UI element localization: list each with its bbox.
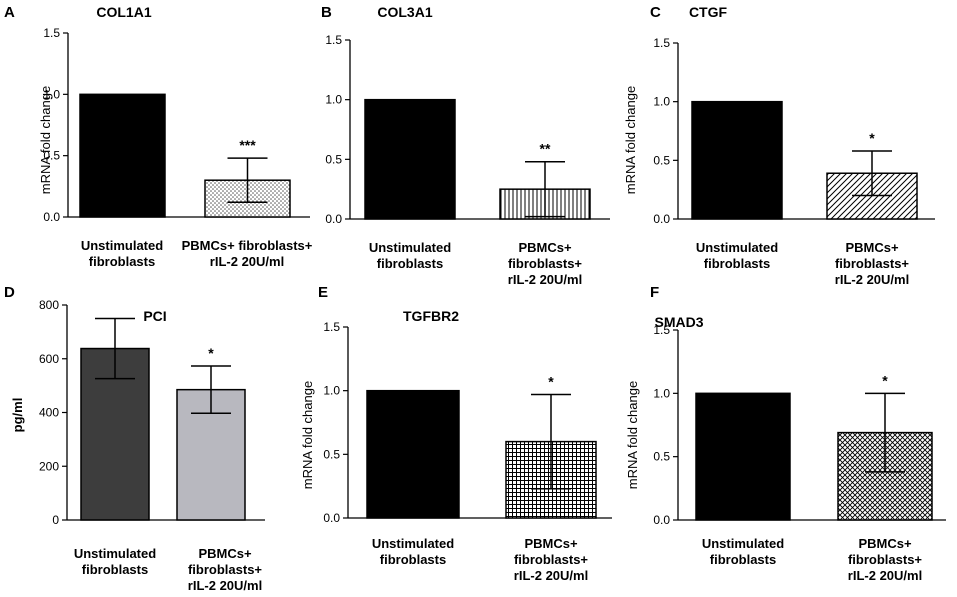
category-label: PBMCs+ fibroblasts+: [182, 238, 313, 253]
bar-1: [695, 392, 791, 521]
chart-panel-c: C CTGF mRNA fold change 0.0 0.5 1.0 1.5 Unstimu…: [623, 4, 935, 287]
category-label: fibroblasts+: [188, 562, 262, 577]
bar-1: [691, 100, 783, 220]
panel-letter: E: [318, 284, 328, 301]
category-label: rIL-2 20U/ml: [210, 254, 284, 269]
category-label: fibroblasts: [82, 562, 148, 577]
category-label: fibroblasts: [377, 256, 443, 271]
significance-marker: **: [540, 141, 551, 157]
y-tick-label: 1.0: [325, 93, 342, 107]
category-label: PBMCs+: [198, 546, 252, 561]
bar-1: [79, 93, 166, 218]
y-tick-label: 0.5: [653, 450, 670, 464]
panel-letter: D: [4, 284, 15, 301]
y-tick-label: 0.5: [653, 153, 670, 167]
y-axis-title: mRNA fold change: [300, 381, 315, 489]
panel-title: PCI: [143, 308, 166, 324]
category-label: Unstimulated: [81, 238, 163, 253]
significance-marker: *: [869, 130, 875, 146]
category-label: rIL-2 20U/ml: [848, 568, 922, 583]
category-label: rIL-2 20U/ml: [508, 272, 582, 287]
category-label: Unstimulated: [372, 536, 454, 551]
y-tick-label: 1.0: [653, 95, 670, 109]
significance-marker: *: [882, 372, 888, 388]
chart-panel-e: E TGFBR2 mRNA fold change 0.0 0.5 1.0 1.5 Unsti…: [300, 284, 612, 583]
chart-panel-f: F SMAD3 mRNA fold change 0.0 0.5 1.0 1.5 Unstim…: [625, 284, 946, 583]
y-tick-label: 1.0: [43, 87, 60, 101]
category-label: PBMCs+: [845, 240, 899, 255]
y-tick-label: 400: [39, 406, 59, 420]
panel-letter: A: [4, 4, 15, 21]
y-tick-label: 0.0: [323, 511, 340, 525]
y-axis-title: mRNA fold change: [38, 86, 53, 194]
y-tick-label: 1.5: [323, 320, 340, 334]
significance-marker: *: [548, 373, 554, 389]
y-tick-label: 0.0: [653, 212, 670, 226]
y-tick-label: 1.0: [323, 384, 340, 398]
y-tick-label: 0.0: [325, 212, 342, 226]
y-axis-title: pg/ml: [10, 398, 25, 433]
y-tick-label: 1.5: [653, 323, 670, 337]
panel-title: SMAD3: [654, 314, 703, 330]
bar-1: [366, 389, 460, 519]
panel-letter: C: [650, 4, 661, 21]
y-tick-label: 800: [39, 298, 59, 312]
panel-letter: B: [321, 4, 332, 21]
y-tick-label: 0.5: [323, 447, 340, 461]
category-label: fibroblasts: [89, 254, 155, 269]
panel-letter: F: [650, 284, 659, 301]
category-label: PBMCs+: [524, 536, 578, 551]
y-tick-label: 1.5: [325, 33, 342, 47]
significance-marker: ***: [239, 137, 256, 153]
category-label: PBMCs+: [518, 240, 572, 255]
category-label: fibroblasts+: [835, 256, 909, 271]
chart-panel-a: A COL1A1 mRNA fold change 0.0 0.5 1.0 1.5 Unsti…: [4, 4, 313, 269]
category-label: fibroblasts: [710, 552, 776, 567]
y-axis-title: mRNA fold change: [625, 381, 640, 489]
category-label: rIL-2 20U/ml: [188, 578, 262, 593]
category-label: rIL-2 20U/ml: [835, 272, 909, 287]
category-label: fibroblasts+: [514, 552, 588, 567]
panel-title: COL1A1: [96, 4, 151, 20]
panel-title: COL3A1: [377, 4, 432, 20]
significance-marker: *: [208, 345, 214, 361]
category-label: fibroblasts: [380, 552, 446, 567]
y-tick-label: 1.0: [653, 386, 670, 400]
y-tick-label: 0.0: [43, 210, 60, 224]
y-tick-label: 0.5: [43, 149, 60, 163]
chart-panel-b: B COL3A10.00.51.01.5Unstimulatedfibroblas…: [321, 4, 610, 287]
category-label: Unstimulated: [702, 536, 784, 551]
y-tick-label: 200: [39, 459, 59, 473]
y-tick-label: 0.0: [653, 513, 670, 527]
panel-title: TGFBR2: [403, 308, 459, 324]
chart-panel-d: DPCIpg/ml0200400600800Unstimulatedfibrob…: [4, 284, 265, 593]
category-label: fibroblasts+: [508, 256, 582, 271]
category-label: fibroblasts: [704, 256, 770, 271]
panel-title: CTGF: [689, 4, 728, 20]
y-axis-title: mRNA fold change: [623, 86, 638, 194]
y-tick-label: 1.5: [653, 36, 670, 50]
y-tick-label: 1.5: [43, 26, 60, 40]
category-label: PBMCs+: [858, 536, 912, 551]
category-label: rIL-2 20U/ml: [514, 568, 588, 583]
category-label: Unstimulated: [369, 240, 451, 255]
y-tick-label: 0.5: [325, 152, 342, 166]
y-tick-label: 600: [39, 352, 59, 366]
y-tick-label: 0: [52, 513, 59, 527]
bar-1: [364, 98, 456, 220]
category-label: fibroblasts+: [848, 552, 922, 567]
category-label: Unstimulated: [696, 240, 778, 255]
category-label: Unstimulated: [74, 546, 156, 561]
